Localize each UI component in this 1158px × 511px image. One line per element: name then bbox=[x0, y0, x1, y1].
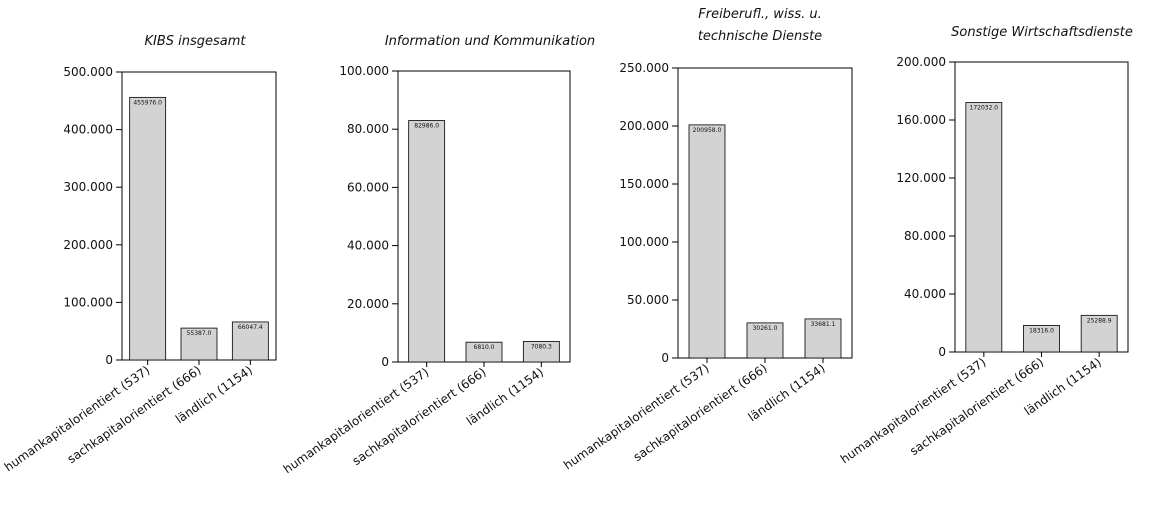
y-tick-label: 0 bbox=[938, 345, 946, 359]
bar-value-label: 33681.1 bbox=[811, 321, 836, 328]
y-tick-label: 100.000 bbox=[339, 64, 389, 78]
y-tick-label: 40.000 bbox=[347, 239, 389, 253]
bar-value-label: 25288.9 bbox=[1087, 317, 1112, 324]
chart-title: Information und Kommunikation bbox=[385, 34, 595, 49]
bar-3 bbox=[1080, 314, 1118, 353]
y-tick-label: 160.000 bbox=[896, 113, 946, 127]
y-tick-label: 80.000 bbox=[347, 122, 389, 136]
bar-value-label: 172032.0 bbox=[970, 105, 999, 112]
y-tick-label: 40.000 bbox=[904, 287, 946, 301]
y-tick-label: 200.000 bbox=[619, 119, 669, 133]
chart-1: KIBS insgesamt 0 100.000 200.000 300.000 400.… bbox=[2, 34, 277, 474]
y-tick-label: 0 bbox=[661, 351, 669, 365]
y-tick-label: 500.000 bbox=[63, 65, 113, 79]
y-tick-label: 0 bbox=[105, 353, 113, 367]
y-tick-label: 20.000 bbox=[347, 297, 389, 311]
bar-1 bbox=[129, 96, 167, 361]
bar-1 bbox=[408, 120, 446, 363]
bar-2 bbox=[746, 322, 784, 359]
y-tick-label: 300.000 bbox=[63, 180, 113, 194]
chart-title: KIBS insgesamt bbox=[144, 34, 246, 49]
bar-value-label: 30261.0 bbox=[753, 325, 778, 332]
bar-value-label: 18316.0 bbox=[1029, 327, 1054, 334]
y-tick-label: 200.000 bbox=[63, 238, 113, 252]
y-tick-label: 100.000 bbox=[619, 235, 669, 249]
bar-2 bbox=[1023, 325, 1060, 353]
chart-subtitle: technische Dienste bbox=[698, 29, 822, 44]
y-tick-label: 400.000 bbox=[63, 123, 113, 137]
bar-value-label: 82986.0 bbox=[414, 123, 439, 130]
y-tick-label: 200.000 bbox=[896, 55, 946, 69]
bar-value-label: 7080.3 bbox=[531, 343, 552, 350]
chart-title: Sonstige Wirtschaftsdienste bbox=[951, 25, 1133, 40]
chart-4: Sonstige Wirtschaftsdienste 0 40.000 80.000… bbox=[838, 25, 1133, 466]
bar-3 bbox=[231, 321, 269, 361]
bar-1 bbox=[965, 102, 1003, 353]
y-tick-label: 50.000 bbox=[627, 293, 669, 307]
bar-value-label: 6810.0 bbox=[474, 344, 495, 351]
bar-value-label: 55387.0 bbox=[187, 330, 212, 337]
chart-2: Information und Kommunikation 0 20.000 40.0… bbox=[281, 34, 595, 476]
y-tick-label: 250.000 bbox=[619, 61, 669, 75]
y-tick-label: 150.000 bbox=[619, 177, 669, 191]
y-tick-label: 0 bbox=[381, 355, 389, 369]
y-tick-label: 60.000 bbox=[347, 180, 389, 194]
bar-value-label: 200958.0 bbox=[693, 127, 722, 134]
bar-2 bbox=[180, 327, 218, 361]
bar-3 bbox=[804, 318, 842, 359]
y-tick-label: 100.000 bbox=[63, 295, 113, 309]
y-tick-label: 80.000 bbox=[904, 229, 946, 243]
bar-value-label: 66047.4 bbox=[238, 324, 263, 331]
bar-1 bbox=[688, 124, 726, 359]
chart-3: Freiberufl., wiss. u. technische Dienste 0… bbox=[561, 7, 853, 472]
chart-title: Freiberufl., wiss. u. bbox=[698, 7, 822, 22]
bar-value-label: 455976.0 bbox=[133, 99, 162, 106]
y-tick-label: 120.000 bbox=[896, 171, 946, 185]
